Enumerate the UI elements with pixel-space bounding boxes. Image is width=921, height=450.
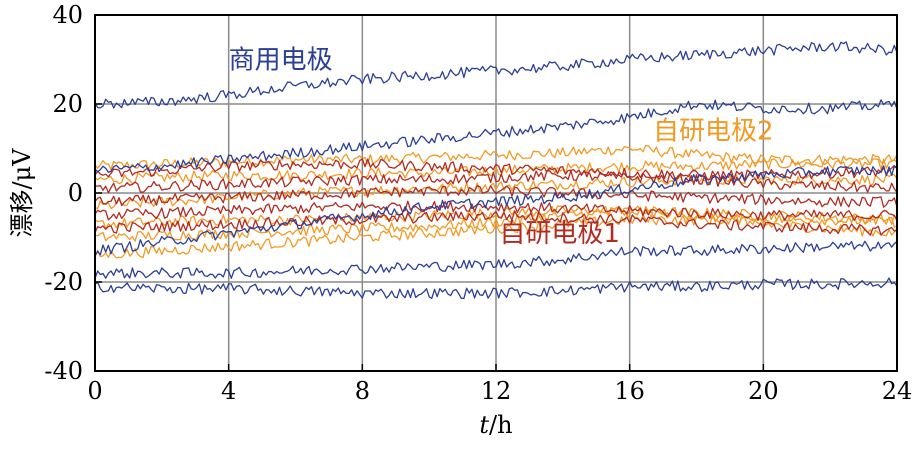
x-axis-title-unit: /h <box>489 411 513 439</box>
tick-marks <box>94 14 898 372</box>
x-tick-label: 24 <box>882 377 913 405</box>
series-line-self2-15 <box>94 213 898 259</box>
y-tick-label: 40 <box>52 1 83 29</box>
series-line-commercial-4 <box>94 277 898 300</box>
series-line-commercial-0 <box>94 41 898 109</box>
x-tick-label: 20 <box>748 377 779 405</box>
x-tick-label: 4 <box>221 377 236 405</box>
series-line-self2-11 <box>94 158 898 185</box>
y-tick-label: 0 <box>68 179 83 207</box>
y-axis-title: 漂移/μV <box>8 148 36 238</box>
tick-labels: 0 4 8 12 16 20 24 -40 -20 0 20 40 <box>44 1 912 405</box>
x-axis-title-variable: t <box>479 411 489 439</box>
x-tick-label: 8 <box>355 377 370 405</box>
series-line-commercial-3 <box>94 240 898 279</box>
x-tick-label: 16 <box>614 377 645 405</box>
y-tick-label: -20 <box>44 268 83 296</box>
annotation-self2: 自研电极2 <box>653 117 774 147</box>
series-line-self2-10 <box>94 144 898 170</box>
annotation-self1: 自研电极1 <box>499 219 620 249</box>
x-tick-label: 0 <box>87 377 102 405</box>
series-line-self1-7 <box>94 185 898 208</box>
series-layer <box>94 41 898 300</box>
y-tick-label: 20 <box>52 90 83 118</box>
series-line-self1-9 <box>94 210 898 236</box>
y-tick-label: -40 <box>44 357 83 385</box>
x-tick-label: 12 <box>481 377 512 405</box>
series-line-commercial-2 <box>94 165 898 257</box>
series-line-self1-5 <box>94 158 898 181</box>
series-line-self1-8 <box>94 200 898 222</box>
x-axis-title: t/h <box>479 411 512 439</box>
series-line-commercial-1 <box>94 99 898 173</box>
series-line-self1-6 <box>94 169 898 194</box>
series-line-self2-12 <box>94 173 898 210</box>
annotation-commercial: 商用电极 <box>229 45 333 75</box>
